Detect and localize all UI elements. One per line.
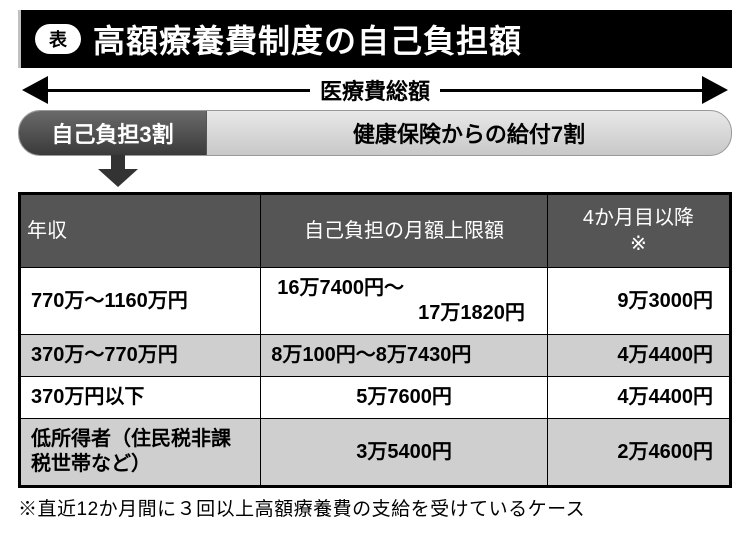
title-bar: 表 高額療養費制度の自己負担額 (18, 10, 732, 68)
cost-split-bar: 自己負担3割 健康保険からの給付7割 (18, 110, 732, 156)
header-month4-line1: 4か月目以降 (583, 207, 694, 229)
cell-limit: 16万7400円～ 17万1820円 (261, 268, 548, 335)
total-cost-row: 医療費総額 (18, 74, 732, 106)
cell-income: 低所得者（住民税非課 税世帯など） (20, 419, 261, 487)
title-text: 高額療養費制度の自己負担額 (93, 16, 522, 62)
cell-income-line1: 低所得者（住民税非課 (31, 428, 231, 450)
header-income: 年収 (20, 194, 261, 268)
arrow-line-left (48, 89, 310, 92)
table-header-row: 年収 自己負担の月額上限額 4か月目以降 ※ (20, 194, 731, 268)
table-row: 低所得者（住民税非課 税世帯など） 3万5400円 2万4600円 (20, 419, 731, 487)
title-badge: 表 (35, 24, 81, 54)
cell-income: 770万～1160万円 (20, 268, 261, 335)
cell-month4: 4万4400円 (547, 335, 730, 377)
down-arrow-wrap (98, 155, 732, 192)
arrow-line-right (440, 89, 702, 92)
copay-table: 年収 自己負担の月額上限額 4か月目以降 ※ 770万～1160万円 16万74… (18, 192, 732, 488)
arrow-left-icon (22, 76, 48, 104)
table-row: 370万円以下 5万7600円 4万4400円 (20, 377, 731, 419)
arrow-right-icon (702, 76, 728, 104)
insurance-portion: 健康保険からの給付7割 (207, 111, 731, 155)
cell-limit: 8万100円～8万7430円 (261, 335, 548, 377)
cell-income-line2: 税世帯など） (31, 453, 151, 475)
cell-limit-line2: 17万1820円 (418, 302, 525, 324)
header-month4: 4か月目以降 ※ (547, 194, 730, 268)
footnote: ※直近12か月間に３回以上高額療養費の支給を受けているケース (18, 494, 732, 521)
cell-month4: 2万4600円 (547, 419, 730, 487)
cell-month4: 4万4400円 (547, 377, 730, 419)
cell-month4: 9万3000円 (547, 268, 730, 335)
total-cost-label: 医療費総額 (310, 74, 440, 106)
header-limit: 自己負担の月額上限額 (261, 194, 548, 268)
cell-income: 370万～770万円 (20, 335, 261, 377)
cell-income: 370万円以下 (20, 377, 261, 419)
self-pay-portion: 自己負担3割 (19, 111, 207, 155)
table-row: 370万～770万円 8万100円～8万7430円 4万4400円 (20, 335, 731, 377)
cell-limit: 3万5400円 (261, 419, 548, 487)
header-month4-line2: ※ (630, 233, 647, 255)
cell-limit: 5万7600円 (261, 377, 548, 419)
cell-limit-line1: 16万7400円～ (271, 276, 525, 301)
down-arrow-icon (98, 155, 138, 187)
table-row: 770万～1160万円 16万7400円～ 17万1820円 9万3000円 (20, 268, 731, 335)
